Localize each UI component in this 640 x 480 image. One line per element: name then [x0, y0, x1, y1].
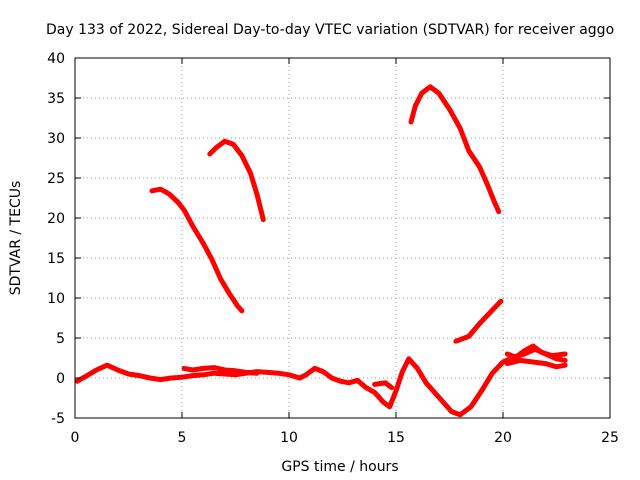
series-arc-2 — [207, 138, 266, 223]
series-baseline-a — [74, 346, 568, 418]
y-tick-label: 30 — [47, 131, 65, 147]
y-tick-label: 5 — [56, 331, 65, 347]
y-tick-label: 20 — [47, 211, 65, 227]
series-arc-4 — [453, 298, 504, 344]
x-tick-label: 15 — [387, 430, 405, 446]
y-tick-label: 15 — [47, 251, 65, 267]
y-tick-label: 10 — [47, 291, 65, 307]
chart-title: Day 133 of 2022, Sidereal Day-to-day VTE… — [46, 22, 614, 38]
series-baseline-e — [504, 357, 568, 370]
y-tick-label: 40 — [47, 51, 65, 67]
plot-frame — [74, 57, 611, 419]
x-tick-label: 0 — [71, 430, 80, 446]
x-tick-label: 25 — [601, 430, 619, 446]
y-tick-label: 35 — [47, 91, 65, 107]
series-arc-3 — [408, 84, 502, 215]
x-axis-label: GPS time / hours — [281, 459, 398, 475]
y-axis-label: SDTVAR / TECUs — [8, 181, 24, 296]
axis-ticks: 0 5 10 15 20 25 -5 0 5 10 15 20 25 30 35 40 — [47, 51, 619, 446]
y-tick-label: 0 — [56, 371, 65, 387]
y-tick-label: 25 — [47, 171, 65, 187]
series-baseline-c — [372, 380, 395, 391]
x-tick-label: 5 — [178, 430, 187, 446]
series-arc-1 — [149, 186, 245, 314]
series-layer — [74, 84, 568, 418]
y-tick-label: -5 — [51, 411, 65, 427]
grid-lines — [75, 58, 610, 418]
x-tick-label: 20 — [494, 430, 512, 446]
series-baseline-d — [504, 343, 568, 360]
x-tick-label: 10 — [280, 430, 298, 446]
series-baseline-b — [181, 365, 260, 376]
